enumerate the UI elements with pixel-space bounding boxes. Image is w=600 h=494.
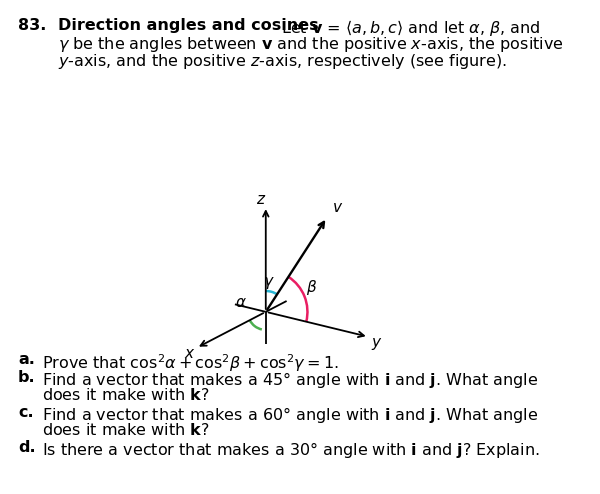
Text: c.: c. — [18, 405, 34, 419]
Text: y: y — [372, 335, 381, 350]
Text: does it make with $\mathbf{k}$?: does it make with $\mathbf{k}$? — [42, 422, 209, 438]
Text: Find a vector that makes a 45° angle with $\mathbf{i}$ and $\mathbf{j}$. What an: Find a vector that makes a 45° angle wit… — [42, 370, 538, 389]
Text: 83.: 83. — [18, 18, 46, 33]
Text: Direction angles and cosines: Direction angles and cosines — [58, 18, 319, 33]
Text: $y$-axis, and the positive $z$-axis, respectively (see figure).: $y$-axis, and the positive $z$-axis, res… — [58, 52, 507, 71]
Text: $\gamma$ be the angles between $\mathbf{v}$ and the positive $x$-axis, the posit: $\gamma$ be the angles between $\mathbf{… — [58, 35, 564, 54]
Text: does it make with $\mathbf{k}$?: does it make with $\mathbf{k}$? — [42, 387, 209, 403]
Text: $\gamma$: $\gamma$ — [263, 276, 274, 291]
Text: z: z — [256, 192, 264, 206]
Text: Is there a vector that makes a 30° angle with $\mathbf{i}$ and $\mathbf{j}$? Exp: Is there a vector that makes a 30° angle… — [42, 440, 540, 459]
Text: a.: a. — [18, 352, 35, 367]
Text: $\beta$: $\beta$ — [306, 278, 317, 297]
Text: $\alpha$: $\alpha$ — [235, 295, 247, 310]
Text: v: v — [332, 200, 341, 215]
Text: d.: d. — [18, 440, 35, 454]
Text: Find a vector that makes a 60° angle with $\mathbf{i}$ and $\mathbf{j}$. What an: Find a vector that makes a 60° angle wit… — [42, 405, 538, 424]
Text: Let $\mathbf{v}$ = $\langle a, b, c\rangle$ and let $\alpha$, $\beta$, and: Let $\mathbf{v}$ = $\langle a, b, c\rang… — [276, 18, 541, 38]
Text: Prove that $\cos^2\!\alpha + \cos^2\!\beta + \cos^2\!\gamma = 1$.: Prove that $\cos^2\!\alpha + \cos^2\!\be… — [42, 352, 338, 373]
Text: x: x — [185, 346, 194, 361]
Text: b.: b. — [18, 370, 35, 384]
